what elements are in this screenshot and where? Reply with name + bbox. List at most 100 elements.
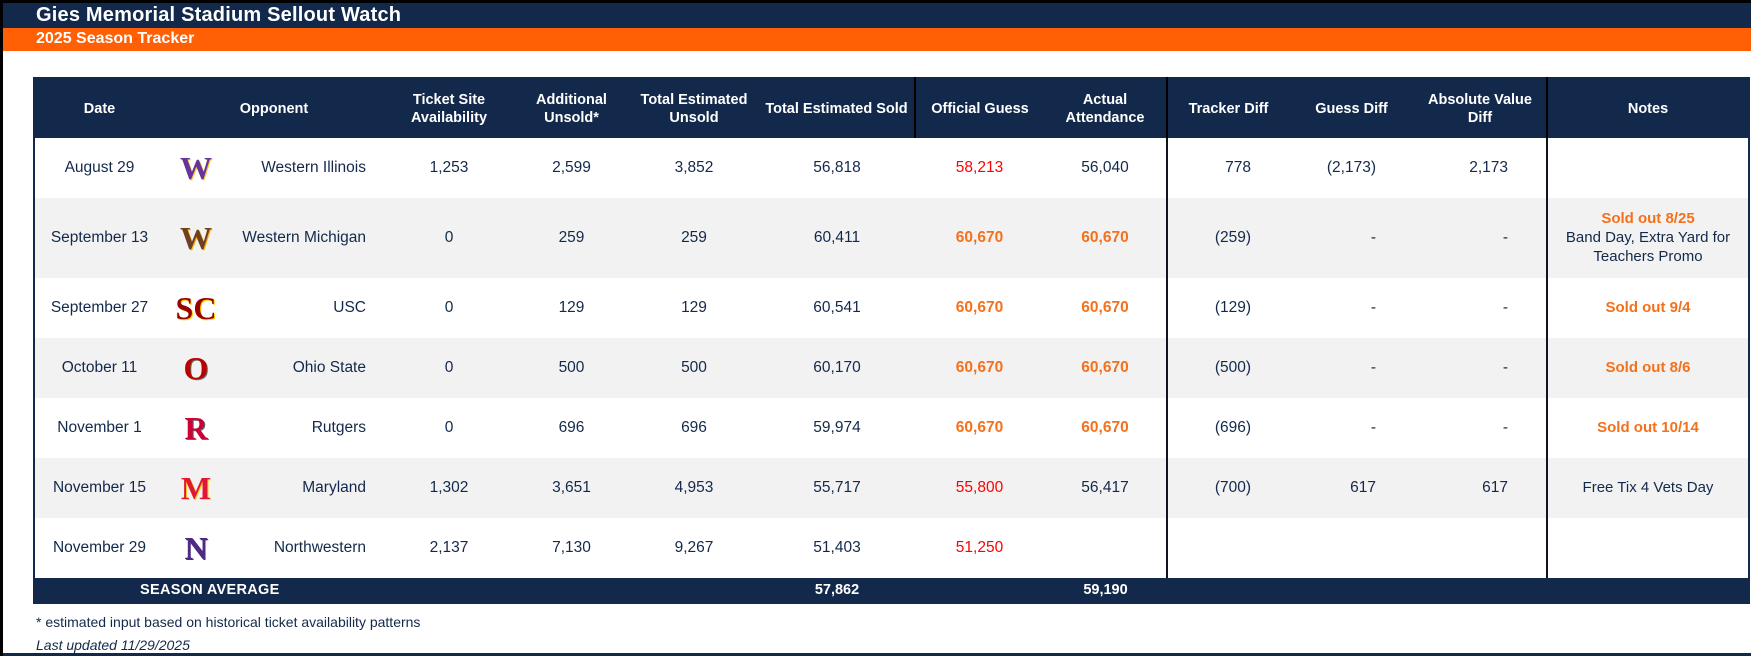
table-row: August 29 W Western Illinois 1,253 2,599 3,85… bbox=[34, 138, 1749, 199]
opponent-cell: W Western Illinois bbox=[164, 138, 384, 198]
season-average-row: SEASON AVERAGE 57,862 59,190 bbox=[34, 578, 1749, 604]
opponent-cell: N Northwestern bbox=[164, 518, 384, 578]
opponent-cell: W Western Michigan bbox=[164, 198, 384, 278]
season-subtitle: 2025 Season Tracker bbox=[36, 30, 195, 48]
total-estimated-sold-cell: 60,411 bbox=[813, 229, 861, 247]
table-row: November 15 M Maryland 1,302 3,651 4,953 55,71… bbox=[34, 458, 1749, 519]
avg-availability-cell bbox=[384, 578, 514, 604]
official-guess-cell: 60,670 bbox=[955, 299, 1004, 317]
col-header-additional-unsold: Additional Unsold* bbox=[514, 78, 629, 139]
avg-guess-diff-cell bbox=[1289, 578, 1414, 604]
western-michigan-broncos-logo: W bbox=[180, 220, 212, 257]
ticket-site-availability-cell: 1,302 bbox=[429, 479, 469, 497]
ticket-site-availability-cell: 0 bbox=[444, 299, 454, 317]
opponent-cell: R Rutgers bbox=[164, 398, 384, 458]
absolute-value-diff-cell: 2,173 bbox=[1414, 138, 1548, 199]
col-header-opponent: Opponent bbox=[164, 78, 384, 139]
additional-unsold-cell: 7,130 bbox=[552, 539, 591, 557]
opponent-cell: M Maryland bbox=[164, 458, 384, 518]
guess-diff-cell: 617 bbox=[1350, 479, 1376, 497]
total-estimated-unsold-cell: 4,953 bbox=[674, 479, 714, 497]
header-row: Date Opponent Ticket Site Availability A… bbox=[34, 78, 1749, 139]
sellout-tracker-table: Date Opponent Ticket Site Availability A… bbox=[33, 77, 1750, 605]
notes-cell: Sold out 9/4 bbox=[1547, 278, 1749, 338]
col-header-notes: Notes bbox=[1547, 78, 1749, 139]
date-cell: November 29 bbox=[52, 539, 147, 557]
guess-diff-cell: - bbox=[1370, 419, 1376, 437]
notes-cell: Sold out 8/6 bbox=[1547, 338, 1749, 398]
additional-unsold-cell: 129 bbox=[558, 299, 585, 317]
bottom-border-rule bbox=[3, 653, 1751, 656]
table-row: November 29 N Northwestern 2,137 7,130 9,267 5… bbox=[34, 518, 1749, 579]
rutgers-scarlet-knights-logo: R bbox=[184, 410, 208, 447]
absolute-value-diff-cell: 617 bbox=[1414, 458, 1548, 519]
guess-diff-cell: (2,173) bbox=[1326, 159, 1376, 177]
total-estimated-sold-cell: 59,974 bbox=[813, 419, 861, 437]
notes-cell bbox=[1547, 138, 1749, 198]
col-header-absolute-value-diff: Absolute Value Diff bbox=[1414, 78, 1548, 139]
opponent-name: Rutgers bbox=[311, 419, 366, 437]
total-estimated-unsold-cell: 500 bbox=[681, 359, 707, 377]
col-header-date: Date bbox=[34, 78, 164, 139]
ticket-site-availability-cell: 0 bbox=[444, 229, 454, 247]
guess-diff-cell: - bbox=[1370, 299, 1376, 317]
avg-total-sold-value: 57,862 bbox=[759, 578, 915, 604]
additional-unsold-cell: 3,651 bbox=[552, 479, 591, 497]
col-header-actual-attendance: Actual Attendance bbox=[1044, 78, 1168, 139]
ticket-site-availability-cell: 2,137 bbox=[429, 539, 469, 557]
opponent-name: Ohio State bbox=[292, 359, 366, 377]
note-line: Sold out 10/14 bbox=[1597, 418, 1699, 436]
total-estimated-unsold-cell: 129 bbox=[681, 299, 707, 317]
notes-cell: Free Tix 4 Vets Day bbox=[1547, 458, 1749, 518]
date-cell: October 11 bbox=[61, 359, 138, 377]
opponent-name: Western Illinois bbox=[261, 159, 366, 177]
date-cell: November 15 bbox=[52, 479, 147, 497]
additional-unsold-cell: 696 bbox=[558, 419, 585, 437]
note-line: Sold out 9/4 bbox=[1605, 298, 1691, 316]
date-cell: September 27 bbox=[50, 299, 149, 317]
notes-cell bbox=[1547, 518, 1749, 578]
ticket-site-availability-cell: 0 bbox=[444, 359, 454, 377]
col-header-ticket-site-availability: Ticket Site Availability bbox=[384, 78, 514, 139]
date-cell: September 13 bbox=[50, 229, 149, 247]
opponent-cell: SC USC bbox=[164, 278, 384, 338]
total-estimated-unsold-cell: 259 bbox=[681, 229, 707, 247]
actual-attendance-cell bbox=[1044, 518, 1168, 579]
avg-additional-unsold-cell bbox=[514, 578, 629, 604]
ohio-state-buckeyes-logo: O bbox=[183, 350, 209, 387]
tracker-diff-cell: (259) bbox=[1214, 229, 1251, 247]
avg-attendance-value: 59,190 bbox=[1044, 578, 1167, 604]
col-header-total-estimated-unsold: Total Estimated Unsold bbox=[629, 78, 759, 139]
ticket-site-availability-cell: 1,253 bbox=[429, 159, 469, 177]
ticket-site-availability-cell: 0 bbox=[444, 419, 454, 437]
official-guess-cell: 60,670 bbox=[955, 419, 1004, 437]
avg-total-unsold-cell bbox=[629, 578, 759, 604]
actual-attendance-cell: 60,670 bbox=[1044, 338, 1168, 399]
total-estimated-unsold-cell: 3,852 bbox=[674, 159, 714, 177]
official-guess-cell: 55,800 bbox=[955, 479, 1004, 497]
tracker-diff-cell: (700) bbox=[1214, 479, 1251, 497]
footnote-last-updated: Last updated 11/29/2025 bbox=[36, 637, 190, 654]
tracker-diff-cell: (500) bbox=[1214, 359, 1251, 377]
col-header-guess-diff: Guess Diff bbox=[1289, 78, 1414, 139]
additional-unsold-cell: 500 bbox=[558, 359, 585, 377]
avg-official-guess-cell bbox=[915, 578, 1044, 604]
official-guess-cell: 60,670 bbox=[955, 229, 1004, 247]
absolute-value-diff-cell: - bbox=[1414, 338, 1548, 399]
usc-trojans-logo: SC bbox=[175, 290, 217, 327]
tracker-diff-cell bbox=[1167, 518, 1289, 578]
page-title: Gies Memorial Stadium Sellout Watch bbox=[36, 3, 402, 26]
actual-attendance-cell: 60,670 bbox=[1044, 398, 1168, 459]
total-estimated-unsold-cell: 696 bbox=[681, 419, 707, 437]
actual-attendance-cell: 56,417 bbox=[1044, 458, 1168, 519]
guess-diff-cell: - bbox=[1370, 359, 1376, 377]
northwestern-wildcats-logo: N bbox=[184, 530, 208, 567]
tracker-diff-cell: (129) bbox=[1214, 299, 1251, 317]
total-estimated-sold-cell: 60,170 bbox=[813, 359, 861, 377]
official-guess-cell: 51,250 bbox=[955, 539, 1004, 557]
season-average-label: SEASON AVERAGE bbox=[34, 578, 384, 604]
table-row: October 11 O Ohio State 0 500 500 60,170 60,670… bbox=[34, 338, 1749, 399]
western-illinois-leathernecks-logo: W bbox=[180, 150, 212, 187]
col-header-total-estimated-sold: Total Estimated Sold bbox=[759, 78, 916, 139]
